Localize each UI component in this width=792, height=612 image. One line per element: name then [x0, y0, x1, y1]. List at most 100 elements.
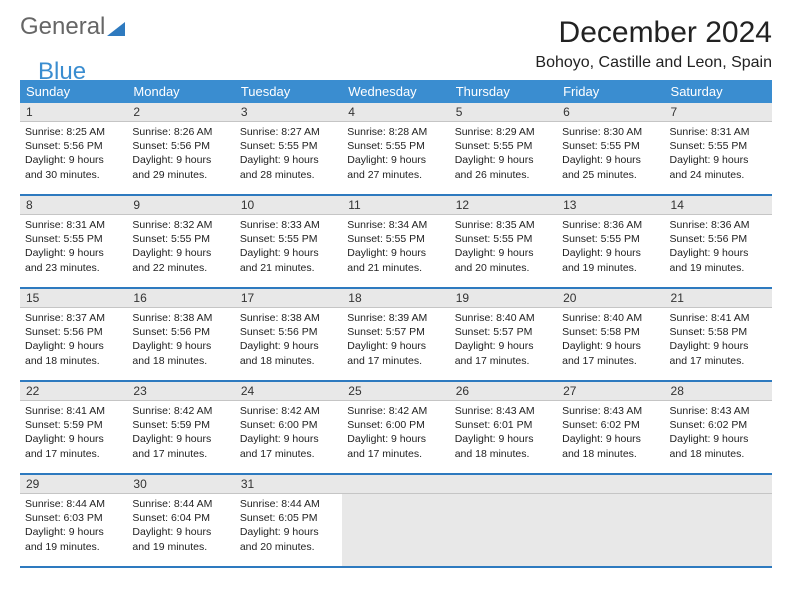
- sunset-line: Sunset: 5:55 PM: [670, 139, 767, 153]
- daylight-line: Daylight: 9 hoursand 17 minutes.: [562, 339, 659, 367]
- sunset-line: Sunset: 5:58 PM: [670, 325, 767, 339]
- day-cell: Sunrise: 8:44 AMSunset: 6:04 PMDaylight:…: [127, 494, 234, 566]
- day-cell: Sunrise: 8:44 AMSunset: 6:05 PMDaylight:…: [235, 494, 342, 566]
- daylight-line: Daylight: 9 hoursand 21 minutes.: [347, 246, 444, 274]
- daynum-row: 1234567: [20, 103, 772, 122]
- day-cell: Sunrise: 8:41 AMSunset: 5:59 PMDaylight:…: [20, 401, 127, 473]
- sunrise-line: Sunrise: 8:26 AM: [132, 125, 229, 139]
- sunset-line: Sunset: 5:58 PM: [562, 325, 659, 339]
- daylight-line: Daylight: 9 hoursand 20 minutes.: [240, 525, 337, 553]
- daylight-line: Daylight: 9 hoursand 19 minutes.: [132, 525, 229, 553]
- day-number: 17: [235, 289, 342, 307]
- day-number: 29: [20, 475, 127, 493]
- day-cell: Sunrise: 8:31 AMSunset: 5:55 PMDaylight:…: [665, 122, 772, 194]
- day-number: 31: [235, 475, 342, 493]
- day-number: 12: [450, 196, 557, 214]
- day-number: 7: [665, 103, 772, 121]
- sunrise-line: Sunrise: 8:40 AM: [562, 311, 659, 325]
- daynum-row: 15161718192021: [20, 289, 772, 308]
- daylight-line: Daylight: 9 hoursand 17 minutes.: [347, 339, 444, 367]
- sunrise-line: Sunrise: 8:42 AM: [347, 404, 444, 418]
- daylight-line: Daylight: 9 hoursand 18 minutes.: [25, 339, 122, 367]
- daylight-line: Daylight: 9 hoursand 18 minutes.: [240, 339, 337, 367]
- daylight-line: Daylight: 9 hoursand 25 minutes.: [562, 153, 659, 181]
- sunrise-line: Sunrise: 8:31 AM: [25, 218, 122, 232]
- sunrise-line: Sunrise: 8:41 AM: [670, 311, 767, 325]
- day-cell: Sunrise: 8:42 AMSunset: 6:00 PMDaylight:…: [235, 401, 342, 473]
- day-cell: Sunrise: 8:30 AMSunset: 5:55 PMDaylight:…: [557, 122, 664, 194]
- sunset-line: Sunset: 5:55 PM: [455, 232, 552, 246]
- daylight-line: Daylight: 9 hoursand 18 minutes.: [562, 432, 659, 460]
- day-number: 16: [127, 289, 234, 307]
- daylight-line: Daylight: 9 hoursand 20 minutes.: [455, 246, 552, 274]
- day-cell: Sunrise: 8:27 AMSunset: 5:55 PMDaylight:…: [235, 122, 342, 194]
- sunrise-line: Sunrise: 8:44 AM: [240, 497, 337, 511]
- daylight-line: Daylight: 9 hoursand 19 minutes.: [562, 246, 659, 274]
- daylight-line: Daylight: 9 hoursand 19 minutes.: [25, 525, 122, 553]
- day-cell: Sunrise: 8:29 AMSunset: 5:55 PMDaylight:…: [450, 122, 557, 194]
- sunset-line: Sunset: 5:56 PM: [240, 325, 337, 339]
- sunset-line: Sunset: 6:02 PM: [670, 418, 767, 432]
- sunset-line: Sunset: 5:56 PM: [25, 139, 122, 153]
- logo-triangle-icon: [107, 22, 125, 36]
- sunrise-line: Sunrise: 8:44 AM: [25, 497, 122, 511]
- sunrise-line: Sunrise: 8:36 AM: [562, 218, 659, 232]
- sunset-line: Sunset: 5:55 PM: [562, 232, 659, 246]
- sunset-line: Sunset: 5:59 PM: [25, 418, 122, 432]
- day-cell: Sunrise: 8:32 AMSunset: 5:55 PMDaylight:…: [127, 215, 234, 287]
- week-body: Sunrise: 8:44 AMSunset: 6:03 PMDaylight:…: [20, 494, 772, 566]
- day-cell: Sunrise: 8:38 AMSunset: 5:56 PMDaylight:…: [127, 308, 234, 380]
- day-cell: Sunrise: 8:28 AMSunset: 5:55 PMDaylight:…: [342, 122, 449, 194]
- week-body: Sunrise: 8:41 AMSunset: 5:59 PMDaylight:…: [20, 401, 772, 473]
- blank-cell: [450, 494, 557, 566]
- day-cell: Sunrise: 8:42 AMSunset: 6:00 PMDaylight:…: [342, 401, 449, 473]
- daylight-line: Daylight: 9 hoursand 18 minutes.: [455, 432, 552, 460]
- sunset-line: Sunset: 5:55 PM: [562, 139, 659, 153]
- day-number: 5: [450, 103, 557, 121]
- sunrise-line: Sunrise: 8:39 AM: [347, 311, 444, 325]
- logo-text-blue: Blue: [38, 61, 86, 84]
- week-body: Sunrise: 8:25 AMSunset: 5:56 PMDaylight:…: [20, 122, 772, 194]
- sunset-line: Sunset: 6:03 PM: [25, 511, 122, 525]
- sunset-line: Sunset: 6:00 PM: [347, 418, 444, 432]
- sunrise-line: Sunrise: 8:41 AM: [25, 404, 122, 418]
- day-number: 10: [235, 196, 342, 214]
- sunset-line: Sunset: 5:59 PM: [132, 418, 229, 432]
- day-number: [450, 475, 557, 493]
- sunset-line: Sunset: 6:04 PM: [132, 511, 229, 525]
- daylight-line: Daylight: 9 hoursand 30 minutes.: [25, 153, 122, 181]
- location-subtitle: Bohoyo, Castille and Leon, Spain: [535, 54, 772, 72]
- daylight-line: Daylight: 9 hoursand 17 minutes.: [670, 339, 767, 367]
- sunrise-line: Sunrise: 8:37 AM: [25, 311, 122, 325]
- day-cell: Sunrise: 8:44 AMSunset: 6:03 PMDaylight:…: [20, 494, 127, 566]
- sunset-line: Sunset: 6:00 PM: [240, 418, 337, 432]
- sunrise-line: Sunrise: 8:43 AM: [455, 404, 552, 418]
- daylight-line: Daylight: 9 hoursand 17 minutes.: [25, 432, 122, 460]
- logo-text-general: General: [20, 13, 105, 40]
- sunset-line: Sunset: 5:57 PM: [455, 325, 552, 339]
- day-number: 21: [665, 289, 772, 307]
- sunrise-line: Sunrise: 8:34 AM: [347, 218, 444, 232]
- sunrise-line: Sunrise: 8:33 AM: [240, 218, 337, 232]
- daynum-row: 293031: [20, 475, 772, 494]
- sunset-line: Sunset: 5:55 PM: [455, 139, 552, 153]
- day-cell: Sunrise: 8:36 AMSunset: 5:56 PMDaylight:…: [665, 215, 772, 287]
- day-number: 2: [127, 103, 234, 121]
- sunrise-line: Sunrise: 8:25 AM: [25, 125, 122, 139]
- day-cell: Sunrise: 8:43 AMSunset: 6:01 PMDaylight:…: [450, 401, 557, 473]
- daylight-line: Daylight: 9 hoursand 22 minutes.: [132, 246, 229, 274]
- sunset-line: Sunset: 5:55 PM: [347, 232, 444, 246]
- day-number: 18: [342, 289, 449, 307]
- sunrise-line: Sunrise: 8:38 AM: [240, 311, 337, 325]
- blank-cell: [342, 494, 449, 566]
- daylight-line: Daylight: 9 hoursand 17 minutes.: [132, 432, 229, 460]
- day-header: Tuesday: [235, 80, 342, 103]
- day-cell: Sunrise: 8:43 AMSunset: 6:02 PMDaylight:…: [557, 401, 664, 473]
- week-body: Sunrise: 8:31 AMSunset: 5:55 PMDaylight:…: [20, 215, 772, 287]
- day-number: [342, 475, 449, 493]
- day-header-row: SundayMondayTuesdayWednesdayThursdayFrid…: [20, 80, 772, 103]
- daynum-row: 891011121314: [20, 196, 772, 215]
- day-number: 15: [20, 289, 127, 307]
- day-header: Thursday: [450, 80, 557, 103]
- day-cell: Sunrise: 8:38 AMSunset: 5:56 PMDaylight:…: [235, 308, 342, 380]
